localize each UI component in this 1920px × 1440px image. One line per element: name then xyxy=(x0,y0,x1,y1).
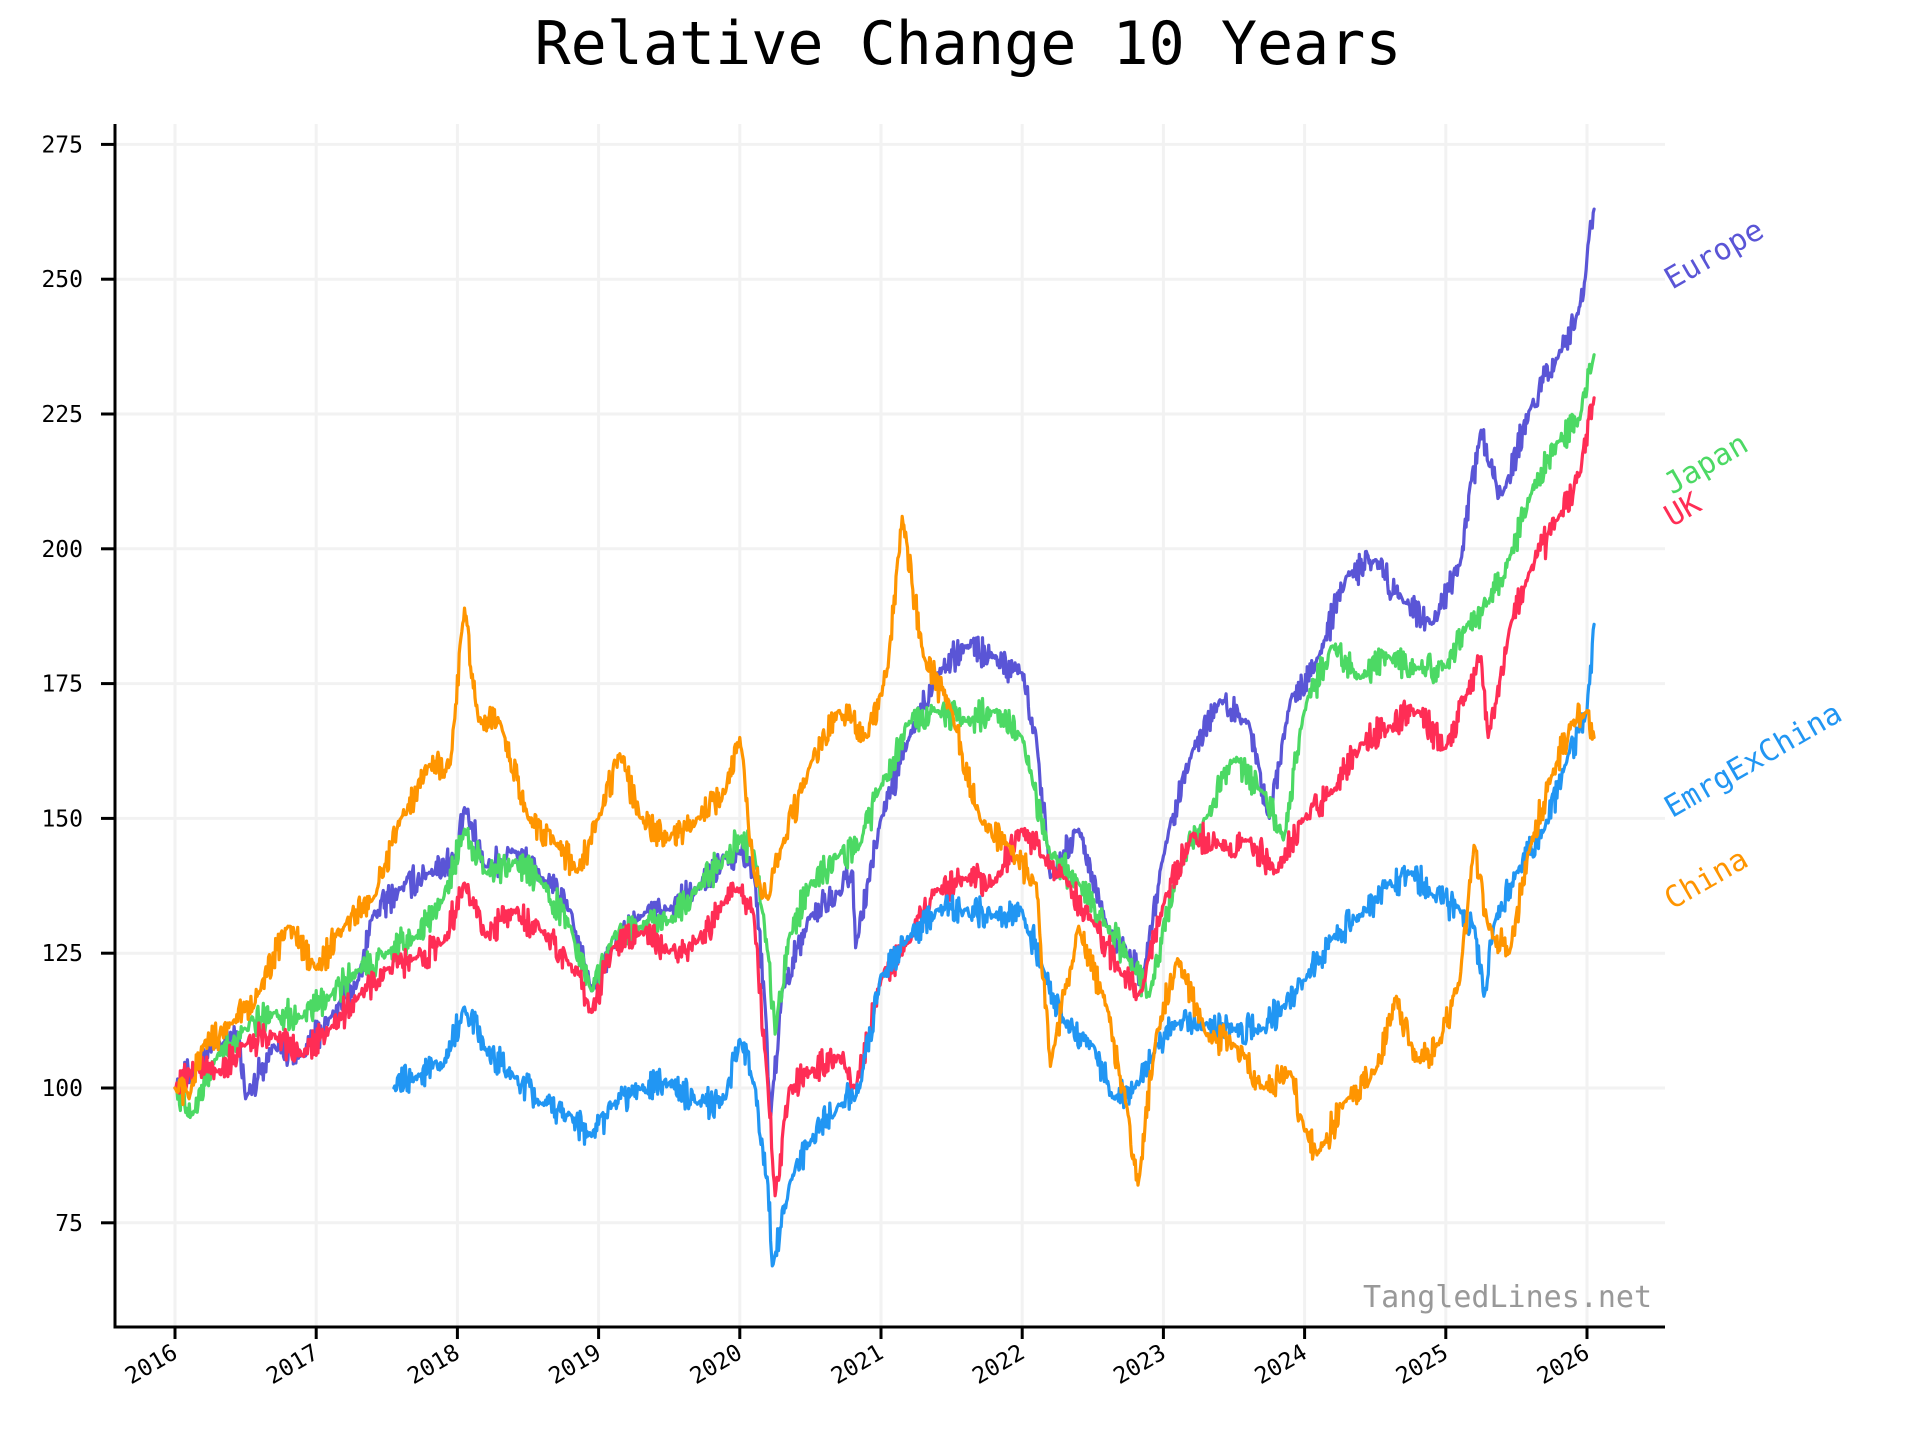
y-tick-label: 200 xyxy=(41,537,83,563)
x-tick-label: 2022 xyxy=(968,1340,1029,1390)
y-tick-label: 150 xyxy=(41,806,83,832)
series-label-japan: Japan xyxy=(1659,426,1755,501)
x-tick-label: 2018 xyxy=(403,1340,464,1390)
y-tick-label: 175 xyxy=(41,672,83,698)
y-tick-label: 100 xyxy=(41,1076,83,1102)
axes: 2016 2017 2018 2019 2020 2021 2022 2023 2024 2025… xyxy=(41,124,1665,1390)
series-label-china: China xyxy=(1659,842,1755,917)
x-tick-label: 2016 xyxy=(121,1340,182,1390)
x-tick-label: 2019 xyxy=(545,1340,606,1390)
series-line-china xyxy=(173,514,1596,1187)
y-tick-label: 275 xyxy=(41,132,83,158)
watermark: TangledLines.net xyxy=(1363,1280,1652,1315)
x-tick-label: 2024 xyxy=(1251,1340,1312,1390)
y-tick-label: 250 xyxy=(41,267,83,293)
x-tick-label: 2017 xyxy=(262,1340,323,1390)
x-tick-label: 2023 xyxy=(1109,1340,1170,1390)
y-tick-label: 75 xyxy=(55,1211,83,1237)
x-tick-label: 2026 xyxy=(1533,1340,1594,1390)
x-tick-label: 2020 xyxy=(686,1340,747,1390)
series-label-emrgexchina: EmrgExChina xyxy=(1659,696,1849,826)
series-lines xyxy=(173,207,1596,1268)
y-tick-label: 225 xyxy=(41,402,83,428)
x-tick-label: 2021 xyxy=(827,1340,888,1390)
chart-title: Relative Change 10 Years xyxy=(535,9,1402,79)
series-label-europe: Europe xyxy=(1659,212,1770,296)
series-line-uk xyxy=(173,396,1596,1198)
series-line-europe xyxy=(173,207,1596,1117)
y-tick-label: 125 xyxy=(41,941,83,967)
series-line-emrgexchina xyxy=(392,622,1596,1268)
series-label-uk: UK xyxy=(1659,486,1708,534)
series-line-japan xyxy=(173,353,1596,1120)
x-tick-label: 2025 xyxy=(1392,1340,1453,1390)
